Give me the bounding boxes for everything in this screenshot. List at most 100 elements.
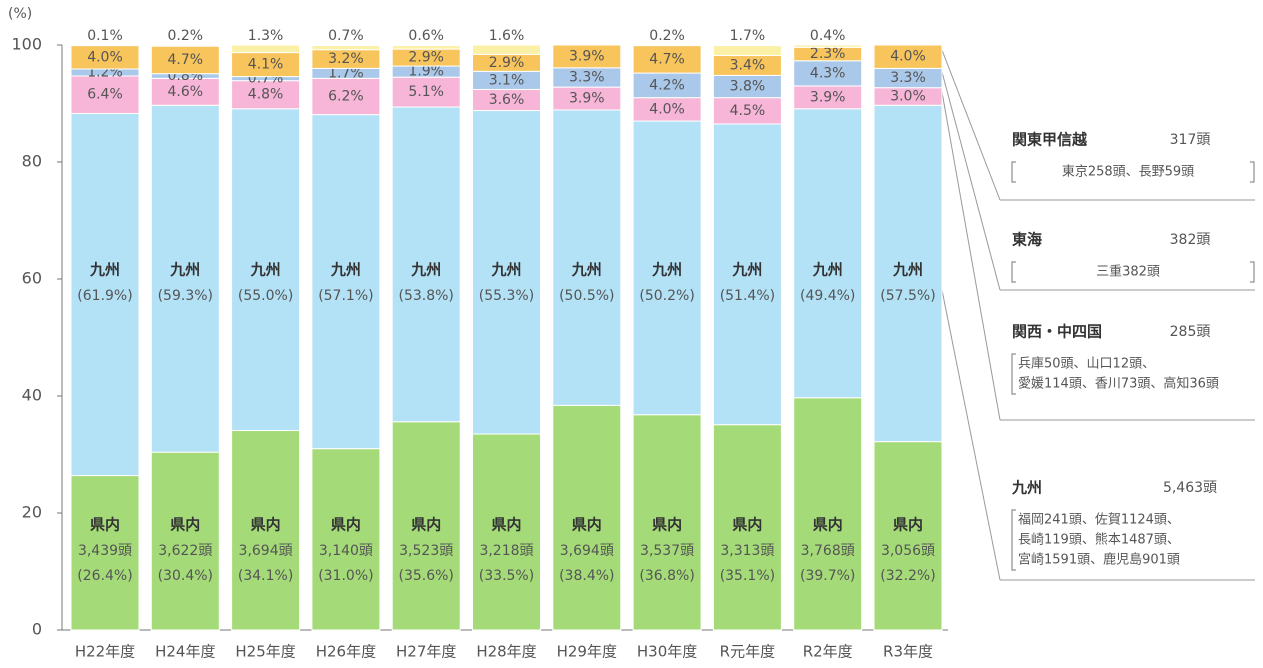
value-label: (30.4%) — [158, 568, 213, 584]
count-label: 3,056頭 — [881, 543, 935, 559]
series-label: 九州 — [731, 261, 762, 279]
value-label: 4.2% — [649, 77, 685, 93]
count-label: 3,694頭 — [560, 543, 614, 559]
value-label: 3.9% — [569, 91, 605, 107]
count-label: 3,140頭 — [319, 543, 373, 559]
x-tick-label: H26年度 — [316, 643, 376, 661]
series-label: 県内 — [813, 516, 843, 534]
leader-lines — [941, 49, 1255, 581]
bar-segment — [311, 448, 381, 631]
y-tick-label: 40 — [22, 386, 42, 405]
x-tick-label: H29年度 — [557, 643, 617, 661]
bar-segment — [70, 44, 140, 47]
value-label: (53.8%) — [398, 288, 453, 304]
count-label: 3,218頭 — [479, 543, 533, 559]
series-label: 県内 — [90, 516, 120, 534]
value-label: 0.4% — [810, 28, 846, 44]
value-label: (38.4%) — [559, 568, 614, 584]
series-label: 県内 — [251, 516, 281, 534]
note-total: 5,463頭 — [1163, 480, 1217, 496]
series-label: 九州 — [571, 261, 602, 279]
value-label: 4.3% — [810, 65, 846, 81]
value-label: 3.9% — [810, 89, 846, 105]
series-label: 県内 — [572, 516, 602, 534]
value-label: 3.8% — [730, 79, 766, 95]
value-label: (35.1%) — [720, 568, 775, 584]
series-label: 九州 — [812, 261, 843, 279]
bar-segment — [311, 114, 381, 450]
series-label: 県内 — [411, 516, 441, 534]
note-bracket — [1011, 509, 1016, 571]
note-detail: 長崎119頭、熊本1487頭、 — [1018, 532, 1180, 548]
value-label: (36.8%) — [639, 568, 694, 584]
value-label: 3.9% — [569, 48, 605, 64]
count-label: 3,768頭 — [801, 543, 855, 559]
value-label: 3.2% — [328, 51, 364, 67]
value-label: (35.6%) — [398, 568, 453, 584]
value-label: 2.9% — [408, 50, 444, 66]
value-label: 4.7% — [168, 52, 204, 68]
bar-segment — [150, 104, 220, 453]
value-label: 4.8% — [248, 87, 284, 103]
bar-segment — [873, 104, 943, 443]
bar-segment — [632, 120, 702, 416]
series-label: 県内 — [732, 516, 762, 534]
value-label: 4.5% — [730, 103, 766, 119]
value-label: 1.9% — [408, 64, 444, 80]
bar-segment — [793, 397, 863, 631]
series-label: 九州 — [169, 261, 200, 279]
value-label: 3.1% — [489, 72, 525, 88]
note-title: 関西・中四国 — [1012, 323, 1102, 341]
bar-segment — [472, 110, 541, 435]
series-label: 九州 — [892, 261, 923, 279]
count-label: 3,694頭 — [239, 543, 293, 559]
value-label: 0.2% — [168, 28, 204, 44]
value-label: 0.6% — [408, 28, 444, 44]
value-label: 6.4% — [87, 87, 123, 103]
count-label: 3,439頭 — [78, 543, 132, 559]
bar-segment — [632, 72, 702, 99]
value-label: 3.0% — [890, 88, 926, 104]
note-bracket — [1011, 353, 1016, 395]
x-tick-label: R3年度 — [883, 643, 933, 661]
count-label: 3,622頭 — [158, 543, 212, 559]
note-detail: 福岡241頭、佐賀1124頭、 — [1018, 513, 1180, 528]
x-tick-label: R2年度 — [803, 643, 853, 661]
series-label: 九州 — [330, 261, 361, 279]
y-tick-label: 80 — [22, 152, 42, 171]
note-title: 九州 — [1011, 479, 1042, 497]
bar-segment — [472, 44, 541, 55]
value-label: 0.7% — [328, 28, 364, 44]
value-label: 1.7% — [730, 28, 766, 44]
note-total: 382頭 — [1170, 232, 1211, 248]
value-label: (49.4%) — [800, 288, 855, 304]
value-label: 0.1% — [87, 28, 123, 44]
value-label: 3.3% — [890, 70, 926, 86]
bar-segment — [231, 80, 301, 110]
note-title: 東海 — [1012, 231, 1042, 249]
count-label: 3,523頭 — [399, 543, 453, 559]
value-label: (50.5%) — [559, 288, 614, 304]
value-label: 3.3% — [569, 69, 605, 85]
x-tick-label: H30年度 — [637, 643, 697, 661]
value-label: (33.5%) — [479, 568, 534, 584]
bar-segment — [231, 108, 301, 432]
bar-segment — [70, 112, 140, 477]
y-unit: (%) — [8, 6, 32, 22]
value-label: 4.1% — [248, 57, 284, 73]
count-label: 3,313頭 — [720, 543, 774, 559]
bar-segment — [712, 45, 782, 57]
bar-segment — [552, 404, 622, 631]
bar-segment — [150, 77, 220, 106]
value-label: 5.1% — [408, 84, 444, 100]
value-label: (34.1%) — [238, 568, 293, 584]
series-label: 九州 — [89, 261, 120, 279]
value-label: 4.0% — [890, 49, 926, 65]
note-total: 317頭 — [1170, 132, 1211, 148]
value-label: (57.1%) — [318, 288, 373, 304]
bar-segment — [150, 45, 220, 75]
bar-segment — [793, 60, 863, 87]
value-label: 2.9% — [489, 55, 525, 71]
note-detail: 愛媛114頭、香川73頭、高知36頭 — [1018, 376, 1219, 392]
